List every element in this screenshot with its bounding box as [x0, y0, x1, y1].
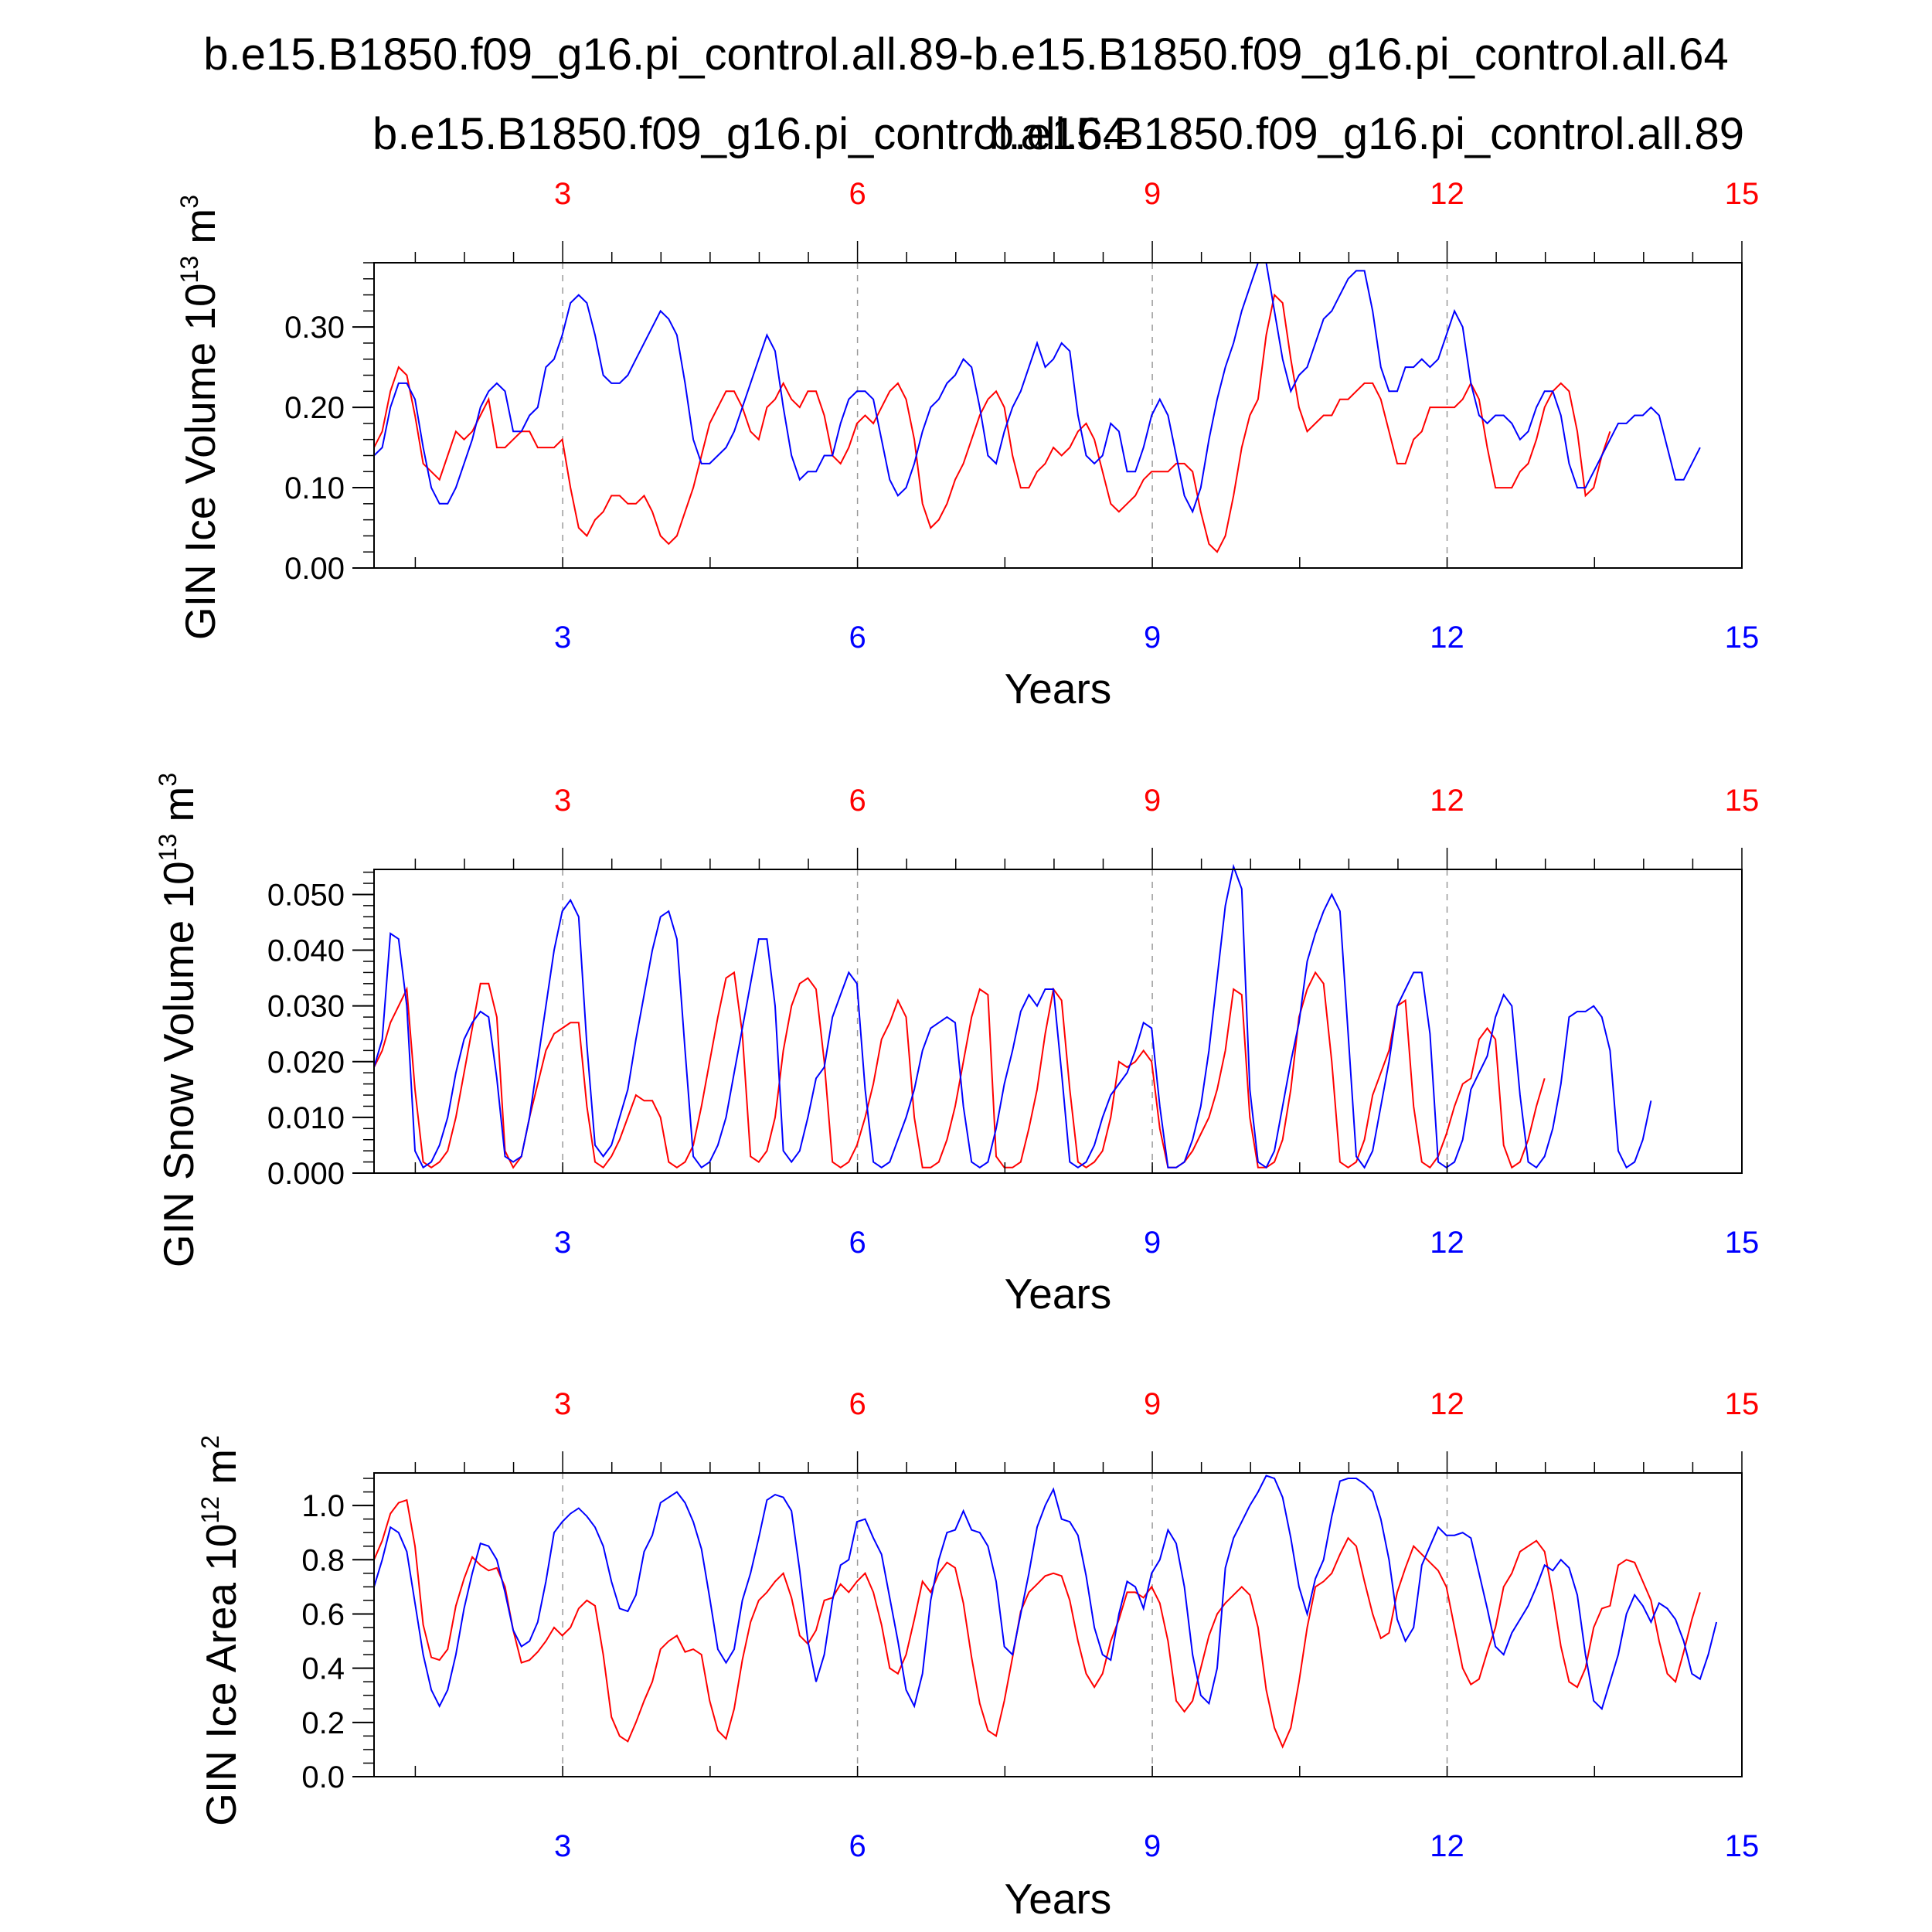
panel-3: 0.0 0.2 0.4 0.6 0.8 1.0 3 3 6 6 9 9 12 12 15 15 Years GIN… [196, 1387, 1759, 1923]
x-axis-label: Years [1005, 665, 1112, 713]
y-axis-label: GIN Ice Area 1012 m2 [196, 1435, 245, 1826]
x-tick-label-bottom: 15 [1725, 621, 1760, 655]
x-tick-label-bottom: 12 [1430, 1829, 1464, 1863]
x-tick-label-bottom: 3 [554, 1829, 571, 1863]
y-axis-label-main: GIN Snow Volume 10 [155, 861, 202, 1267]
x-tick-label-top: 3 [554, 177, 571, 211]
x-tick-label-top: 9 [1144, 784, 1161, 818]
x-axis-label: Years [1005, 1270, 1112, 1318]
x-tick-label-bottom: 6 [849, 621, 866, 655]
y-tick-label: 0.2 [301, 1706, 345, 1740]
y-axis-label-exp: 12 [196, 1496, 224, 1524]
y-tick-label: 0.30 [284, 311, 345, 345]
x-tick-label-top: 6 [849, 784, 866, 818]
y-axis-label-unit: m [197, 1449, 245, 1496]
y-tick-label: 0.030 [267, 990, 345, 1024]
series-case64-line [373, 971, 1546, 1169]
x-axis-label: Years [1005, 1875, 1112, 1923]
x-tick-label-top: 15 [1725, 177, 1760, 211]
x-tick-label-bottom: 12 [1430, 621, 1464, 655]
y-tick-label: 0.050 [267, 878, 345, 912]
y-tick-label: 0.0 [301, 1760, 345, 1794]
y-tick-label: 0.040 [267, 934, 345, 968]
series-case89-line [373, 863, 1652, 1169]
y-axis-label-main: GIN Ice Volume 10 [176, 283, 224, 640]
y-axis-label-unit: m [176, 209, 224, 256]
x-tick-label-bottom: 6 [849, 1226, 866, 1260]
y-axis-label-main: GIN Ice Area 10 [197, 1524, 245, 1826]
x-tick-label-bottom: 9 [1144, 1829, 1161, 1863]
series-case89-line [373, 1475, 1718, 1711]
plot-frame [373, 869, 1743, 1174]
y-axis-label-exp: 13 [175, 256, 203, 284]
y-axis-label-exp: 13 [154, 834, 182, 862]
y-axis-label-unit-exp: 3 [175, 195, 203, 209]
panel-1: 0.00 0.10 0.20 0.30 3 3 6 6 9 9 12 12 15 15 Years GIN I… [175, 177, 1759, 713]
subtitle-case89: b.e15.B1850.f09_g16.pi_control.all.89 [989, 109, 1744, 159]
x-tick-label-top: 6 [849, 1387, 866, 1421]
x-tick-label-top: 6 [849, 177, 866, 211]
y-axis-label-unit-exp: 3 [154, 773, 182, 787]
y-tick-label: 0.8 [301, 1543, 345, 1577]
x-tick-label-bottom: 9 [1144, 1226, 1161, 1260]
series-case89-line [373, 262, 1701, 514]
x-tick-label-top: 9 [1144, 1387, 1161, 1421]
y-tick-label: 0.4 [301, 1652, 345, 1686]
y-axis-label-unit: m [155, 787, 202, 834]
series-case64-line [373, 293, 1611, 553]
x-tick-label-top: 15 [1725, 1387, 1760, 1421]
y-tick-label: 0.020 [267, 1046, 345, 1080]
y-axis-label: GIN Snow Volume 1013 m3 [154, 773, 202, 1267]
x-tick-label-bottom: 12 [1430, 1226, 1464, 1260]
x-tick-label-top: 3 [554, 1387, 571, 1421]
series-case64-line [373, 1498, 1701, 1749]
x-tick-label-top: 15 [1725, 784, 1760, 818]
y-tick-label: 0.00 [284, 552, 345, 586]
y-tick-label: 0.20 [284, 391, 345, 425]
y-axis-label: GIN Ice Volume 1013 m3 [175, 195, 224, 640]
y-tick-label: 1.0 [301, 1489, 345, 1523]
x-tick-label-bottom: 3 [554, 1226, 571, 1260]
subtitle-case64: b.e15.B1850.f09_g16.pi_control.all.64 [372, 109, 1128, 159]
x-tick-label-bottom: 15 [1725, 1829, 1760, 1863]
y-tick-label: 0.6 [301, 1597, 345, 1631]
y-tick-label: 0.010 [267, 1101, 345, 1135]
y-tick-label: 0.10 [284, 471, 345, 505]
panel-2: 0.000 0.010 0.020 0.030 0.040 0.050 3 3 6 6 9 9 12 12… [154, 773, 1759, 1318]
x-tick-label-top: 9 [1144, 177, 1161, 211]
x-tick-label-top: 12 [1430, 177, 1464, 211]
x-tick-label-top: 12 [1430, 1387, 1464, 1421]
x-tick-label-bottom: 6 [849, 1829, 866, 1863]
x-tick-label-top: 12 [1430, 784, 1464, 818]
plot-frame [373, 1472, 1743, 1777]
y-axis-label-unit-exp: 2 [196, 1435, 224, 1449]
x-tick-label-bottom: 15 [1725, 1226, 1760, 1260]
x-tick-label-top: 3 [554, 784, 571, 818]
x-tick-label-bottom: 3 [554, 621, 571, 655]
plot-frame [373, 262, 1743, 569]
figure-title: b.e15.B1850.f09_g16.pi_control.all.89-b.… [203, 29, 1729, 80]
x-tick-label-bottom: 9 [1144, 621, 1161, 655]
y-tick-label: 0.000 [267, 1157, 345, 1191]
